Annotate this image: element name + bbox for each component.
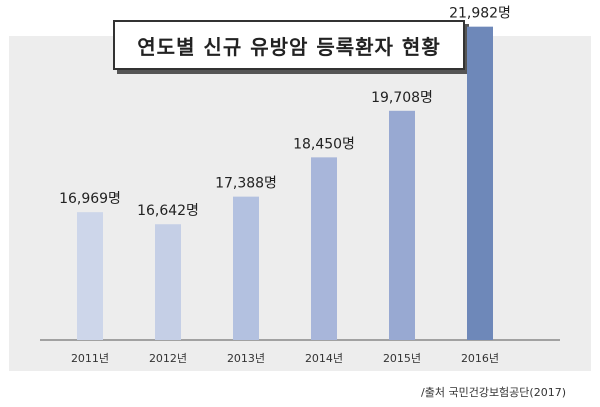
bar <box>389 110 415 340</box>
data-label: 19,708명 <box>371 90 433 106</box>
x-tick-label: 2016년 <box>461 352 499 365</box>
data-label: 18,450명 <box>293 136 355 152</box>
chart-title: 연도별 신규 유방암 등록환자 현황 <box>137 34 441 59</box>
x-tick-label: 2012년 <box>149 352 187 365</box>
data-label: 21,982명 <box>449 6 511 22</box>
x-tick-label: 2011년 <box>71 352 109 365</box>
data-label: 16,969명 <box>59 191 121 207</box>
x-tick-label: 2013년 <box>227 352 265 365</box>
bar <box>77 212 103 340</box>
x-tick-label: 2014년 <box>305 352 343 365</box>
bar <box>467 26 493 340</box>
bar <box>311 157 337 340</box>
chart-background <box>9 36 591 371</box>
source-note: /출처 국민건강보험공단(2017) <box>421 386 566 399</box>
data-label: 16,642명 <box>137 203 199 219</box>
chart-title-box: 연도별 신규 유방암 등록환자 현황 <box>113 20 465 70</box>
data-label: 17,388명 <box>215 176 277 192</box>
x-tick-label: 2015년 <box>383 352 421 365</box>
bar <box>155 224 181 340</box>
bar <box>233 196 259 340</box>
